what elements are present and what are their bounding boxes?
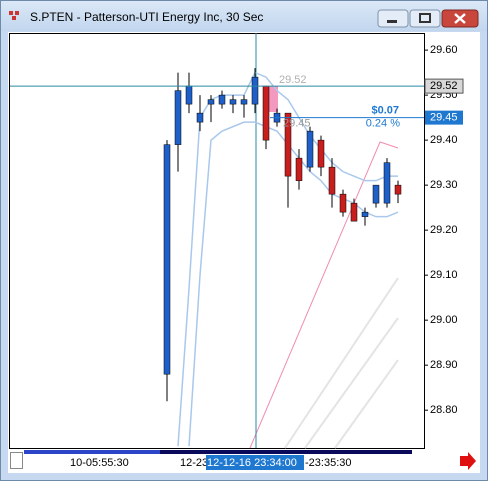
candle-body [240,99,248,105]
axis-last-box [425,110,463,125]
candle-body [361,211,369,217]
x-label: 10-05:55:30 [70,457,129,469]
candle-body [383,162,391,204]
axis-last-label: 29.45 [430,112,458,124]
close-icon [454,13,466,24]
candle-body [229,99,237,105]
band-line [177,71,398,447]
band-line [188,121,399,447]
scroll-thumb[interactable] [24,450,160,454]
candle-body [284,112,292,177]
maximize-button[interactable] [409,9,441,28]
change-percent: 0.24 % [366,118,400,130]
window-title: S.PTEN - Patterson-UTI Energy Inc, 30 Se… [30,10,263,24]
candle-body [218,94,226,105]
crosshair-price: 29.52 [279,74,307,86]
candle-body [185,85,193,105]
candle-body [328,166,336,195]
y-tick-label: 28.90 [430,359,458,371]
y-tick-label: 29.30 [430,179,458,191]
candle-body [350,202,358,222]
y-tick-label: 28.80 [430,404,458,416]
x-label: 12-23 [180,457,208,469]
x-label: 12-12-16 23:34:00 [207,457,297,469]
y-tick-label: 29.10 [430,269,458,281]
indicator-lines [249,141,399,449]
pink-line [249,141,399,449]
candle-body [251,76,259,105]
candle-body [317,139,325,168]
change-amount: $0.07 [371,105,399,117]
candle-body [207,99,215,105]
y-tick-label: 29.40 [430,134,458,146]
y-tick-label: 29.60 [430,44,458,56]
candle-body [196,112,204,123]
candle-body [163,144,171,375]
minimize-icon [387,20,397,23]
candle-body [262,85,270,141]
candle-body [339,193,347,213]
y-tick-label: 29.20 [430,224,458,236]
axis-price-label: 29.52 [430,80,458,92]
scroll-right-arrow[interactable] [460,452,476,470]
crosshair-time-box [206,455,304,470]
maximize-icon [419,13,431,23]
candle-body [295,157,303,181]
candle-body [394,184,402,195]
candle-body [372,184,380,204]
candle-body [174,90,182,145]
price-label: 29.45 [283,118,311,130]
scroll-track [24,450,412,454]
candle-body [306,130,314,168]
plot-area [9,33,425,449]
gray-line [304,317,399,449]
app-icon [9,11,19,20]
gray-line [284,277,399,449]
minimize-button[interactable] [377,9,409,28]
scroll-box[interactable] [10,452,23,469]
gray-line [334,359,399,449]
x-label: -23:35:30 [305,457,351,469]
y-tick-label: 29.00 [430,314,458,326]
axis-price-box [424,78,464,94]
